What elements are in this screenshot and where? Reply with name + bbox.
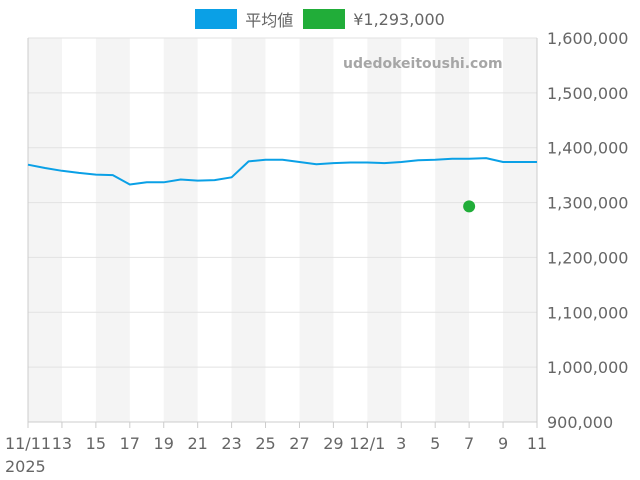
x-tick-label: 25 (255, 434, 275, 453)
x-tick-label: 21 (187, 434, 207, 453)
x-tick-label: 11 (527, 434, 547, 453)
background-bands (28, 38, 537, 422)
watermark: udedokeitoushi.com (343, 56, 503, 72)
x-tick-label: 9 (498, 434, 508, 453)
gridlines (28, 37, 537, 423)
x-tick-label: 19 (154, 434, 174, 453)
background-band (95, 38, 130, 422)
legend-swatch-average (195, 9, 238, 29)
x-axis-tick-labels: 11/11 13 15 17 19 21 23 25 27 29 12/1 3 5 7 9 11 2025 (5, 434, 547, 476)
series-line-average (27, 157, 537, 186)
legend-item-price[interactable]: ¥1,293,000 (303, 9, 445, 29)
x-tick-label: 27 (289, 434, 309, 453)
x-tick-label: 17 (120, 434, 140, 453)
background-band (435, 38, 470, 422)
price-point (463, 200, 476, 213)
series-layer (27, 157, 537, 213)
background-band (299, 38, 334, 422)
x-tick-label: 5 (430, 434, 440, 453)
x-tick-label: 15 (86, 434, 106, 453)
axes (27, 38, 538, 428)
x-tick-label: 13 (52, 434, 72, 453)
x-tick-label: 23 (221, 434, 241, 453)
background-band (367, 38, 402, 422)
y-tick-label: 1,400,000 (547, 139, 628, 158)
x-tick-label: 7 (464, 434, 474, 453)
x-tick-label: 11/11 (5, 434, 51, 453)
y-tick-label: 1,000,000 (547, 358, 628, 377)
background-band (163, 38, 198, 422)
x-tick-label: 29 (323, 434, 343, 453)
y-tick-label: 1,100,000 (547, 303, 628, 322)
y-tick-label: 1,200,000 (547, 248, 628, 267)
y-axis-tick-labels: 1,600,000 1,500,000 1,400,000 1,300,000 1,20… (547, 29, 628, 432)
y-tick-label: 1,600,000 (547, 29, 628, 48)
legend: 平均値 ¥1,293,000 (0, 8, 640, 30)
background-band (231, 38, 266, 422)
background-band (503, 38, 537, 422)
legend-label-price: ¥1,293,000 (353, 9, 445, 29)
legend-label-average: 平均値 (245, 11, 294, 30)
x-tick-label: 12/1 (349, 434, 385, 453)
y-tick-label: 1,300,000 (547, 194, 628, 213)
legend-swatch-price (303, 9, 346, 29)
x-year-label: 2025 (5, 457, 46, 476)
y-tick-label: 1,500,000 (547, 84, 628, 103)
legend-item-average[interactable]: 平均値 (195, 7, 293, 31)
y-tick-label: 900,000 (547, 413, 613, 432)
background-band (28, 38, 62, 422)
x-tick-label: 3 (396, 434, 406, 453)
